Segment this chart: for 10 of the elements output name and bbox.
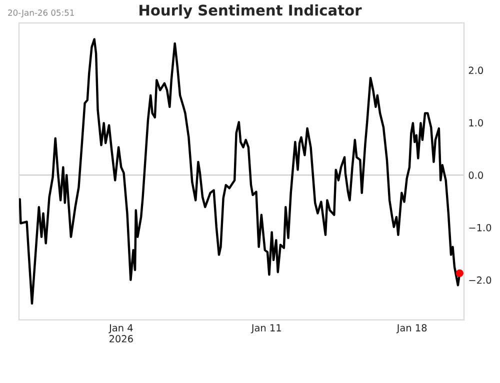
y-tick-label: −1.0: [469, 224, 492, 232]
x-tick-label: Jan 18: [396, 324, 427, 334]
x-tick-label: Jan 4 2026: [108, 324, 133, 342]
y-tick-label: 2.0: [468, 66, 483, 74]
text: 20-Jan-26 05:51: [8, 10, 74, 18]
x-tick-label: Jan 11: [250, 324, 281, 334]
y-tick-label: 1.0: [469, 119, 483, 126]
y-tick-label: −2.0: [469, 276, 492, 284]
chart-title: Hourly Sentiment Indicator: [140, 4, 362, 19]
y-tick-label: 0.0: [468, 172, 483, 179]
